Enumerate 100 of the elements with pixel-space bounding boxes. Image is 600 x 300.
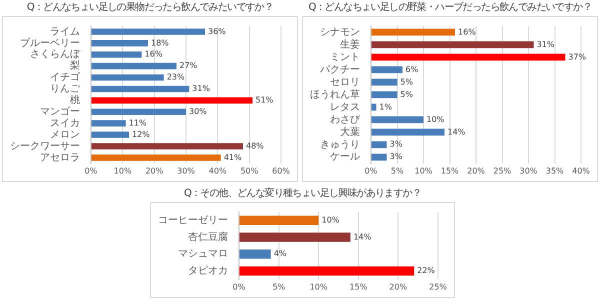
x-tick-label: 30% <box>177 166 196 176</box>
y-tick-label: ブルーベリー <box>20 36 80 49</box>
data-label: 31% <box>536 40 555 49</box>
bar <box>372 141 387 148</box>
data-label: 14% <box>353 232 372 242</box>
data-label: 16% <box>458 27 476 36</box>
x-tick-label: 10% <box>114 166 132 176</box>
bar <box>372 41 534 48</box>
y-tick-label: コーヒーゼリー <box>158 215 228 226</box>
bar <box>372 104 376 111</box>
x-tick-label: 0% <box>84 166 98 176</box>
data-label: 31% <box>192 84 210 94</box>
data-label: 36% <box>208 26 226 36</box>
x-tick-label: 20% <box>145 166 164 176</box>
bar <box>372 91 398 98</box>
bar <box>372 78 398 86</box>
x-tick-label: 10% <box>310 282 328 292</box>
bar <box>240 216 319 226</box>
bar <box>372 28 455 36</box>
bar <box>92 40 148 46</box>
x-tick-label: 40% <box>572 166 590 176</box>
x-tick-label: 0% <box>232 282 246 292</box>
chart-title: Q：どんなちょい足しの野菜・ハーブだったら飲んでみたいですか？ <box>307 0 593 15</box>
x-tick-label: 50% <box>240 166 259 176</box>
y-tick-label: 桃 <box>70 94 80 106</box>
y-tick-label: イチゴ <box>50 71 81 84</box>
y-tick-label: スイカ <box>50 118 80 129</box>
data-label: 5% <box>400 90 414 99</box>
y-tick-label: りんご <box>50 84 81 95</box>
bar <box>372 128 444 136</box>
data-label: 4% <box>274 249 287 258</box>
data-label: 37% <box>568 52 586 62</box>
bar <box>372 54 566 61</box>
bar <box>92 132 129 138</box>
bar <box>92 143 243 150</box>
y-tick-label: セロリ <box>330 76 360 88</box>
data-label: 48% <box>246 141 264 150</box>
data-label: 6% <box>406 64 419 74</box>
data-label: 10% <box>322 216 340 225</box>
y-tick-label: マシュマロ <box>178 248 228 260</box>
data-label: 14% <box>448 127 466 136</box>
x-tick-label: 5% <box>272 282 286 292</box>
y-tick-label: 大葉 <box>340 126 360 138</box>
y-tick-label: メロン <box>50 129 80 140</box>
data-label: 3% <box>390 152 403 162</box>
bar <box>92 120 126 126</box>
data-label: 3% <box>390 140 403 149</box>
data-label: 51% <box>256 96 274 105</box>
y-tick-label: アセロラ <box>40 152 80 164</box>
bar <box>92 154 221 161</box>
bar <box>92 108 186 116</box>
x-tick-label: 0% <box>364 166 378 176</box>
bar <box>240 249 271 259</box>
data-label: 5% <box>400 77 414 86</box>
bar <box>240 266 414 276</box>
data-label: 18% <box>151 38 170 48</box>
x-tick-label: 10% <box>414 166 433 176</box>
x-tick-label: 20% <box>467 166 486 176</box>
data-label: 16% <box>144 50 163 59</box>
data-label: 41% <box>224 152 242 162</box>
y-tick-label: ほうれん草 <box>310 88 360 100</box>
bar <box>372 154 387 161</box>
x-tick-label: 40% <box>208 166 227 176</box>
x-tick-label: 25% <box>429 282 448 292</box>
bar <box>92 97 252 104</box>
y-tick-label: レタス <box>330 102 360 113</box>
data-label: 27% <box>180 61 198 70</box>
bar <box>92 51 142 58</box>
bar <box>240 232 350 242</box>
data-label: 23% <box>166 72 186 82</box>
y-tick-label: 生姜 <box>340 38 360 50</box>
x-tick-label: 15% <box>440 166 460 176</box>
y-tick-label: きゅうり <box>320 139 360 150</box>
x-tick-label: 15% <box>350 282 368 292</box>
data-label: 1% <box>379 102 392 112</box>
y-tick-label: シナモン <box>320 26 360 38</box>
y-tick-label: ライム <box>50 26 80 38</box>
y-tick-label: ミント <box>330 52 360 63</box>
bar <box>92 74 164 81</box>
data-label: 30% <box>189 106 208 116</box>
x-tick-label: 35% <box>546 166 564 176</box>
y-tick-label: シークワーサー <box>10 140 80 152</box>
bar <box>372 66 402 74</box>
chart-title: Q：その他、どんな変り種ちょい足し興味がありますか？ <box>182 186 422 201</box>
bar <box>92 62 176 70</box>
data-label: 11% <box>128 118 148 128</box>
chart-title: Q：どんなちょい足しの果物だったら飲んでみたいですか？ <box>26 1 274 15</box>
bar <box>372 116 424 124</box>
data-label: 10% <box>426 114 445 124</box>
x-tick-label: 60% <box>272 166 290 176</box>
y-tick-label: タピオカ <box>188 266 228 277</box>
data-label: 12% <box>132 130 150 139</box>
y-tick-label: 梨 <box>70 60 80 72</box>
bar <box>92 28 205 35</box>
x-tick-label: 25% <box>493 166 512 176</box>
y-tick-label: さくらんぼ <box>30 49 81 60</box>
y-tick-label: 杏仁豆腐 <box>188 230 228 243</box>
x-tick-label: 20% <box>389 282 408 292</box>
x-tick-label: 30% <box>520 166 538 176</box>
y-tick-label: わさび <box>330 114 361 126</box>
